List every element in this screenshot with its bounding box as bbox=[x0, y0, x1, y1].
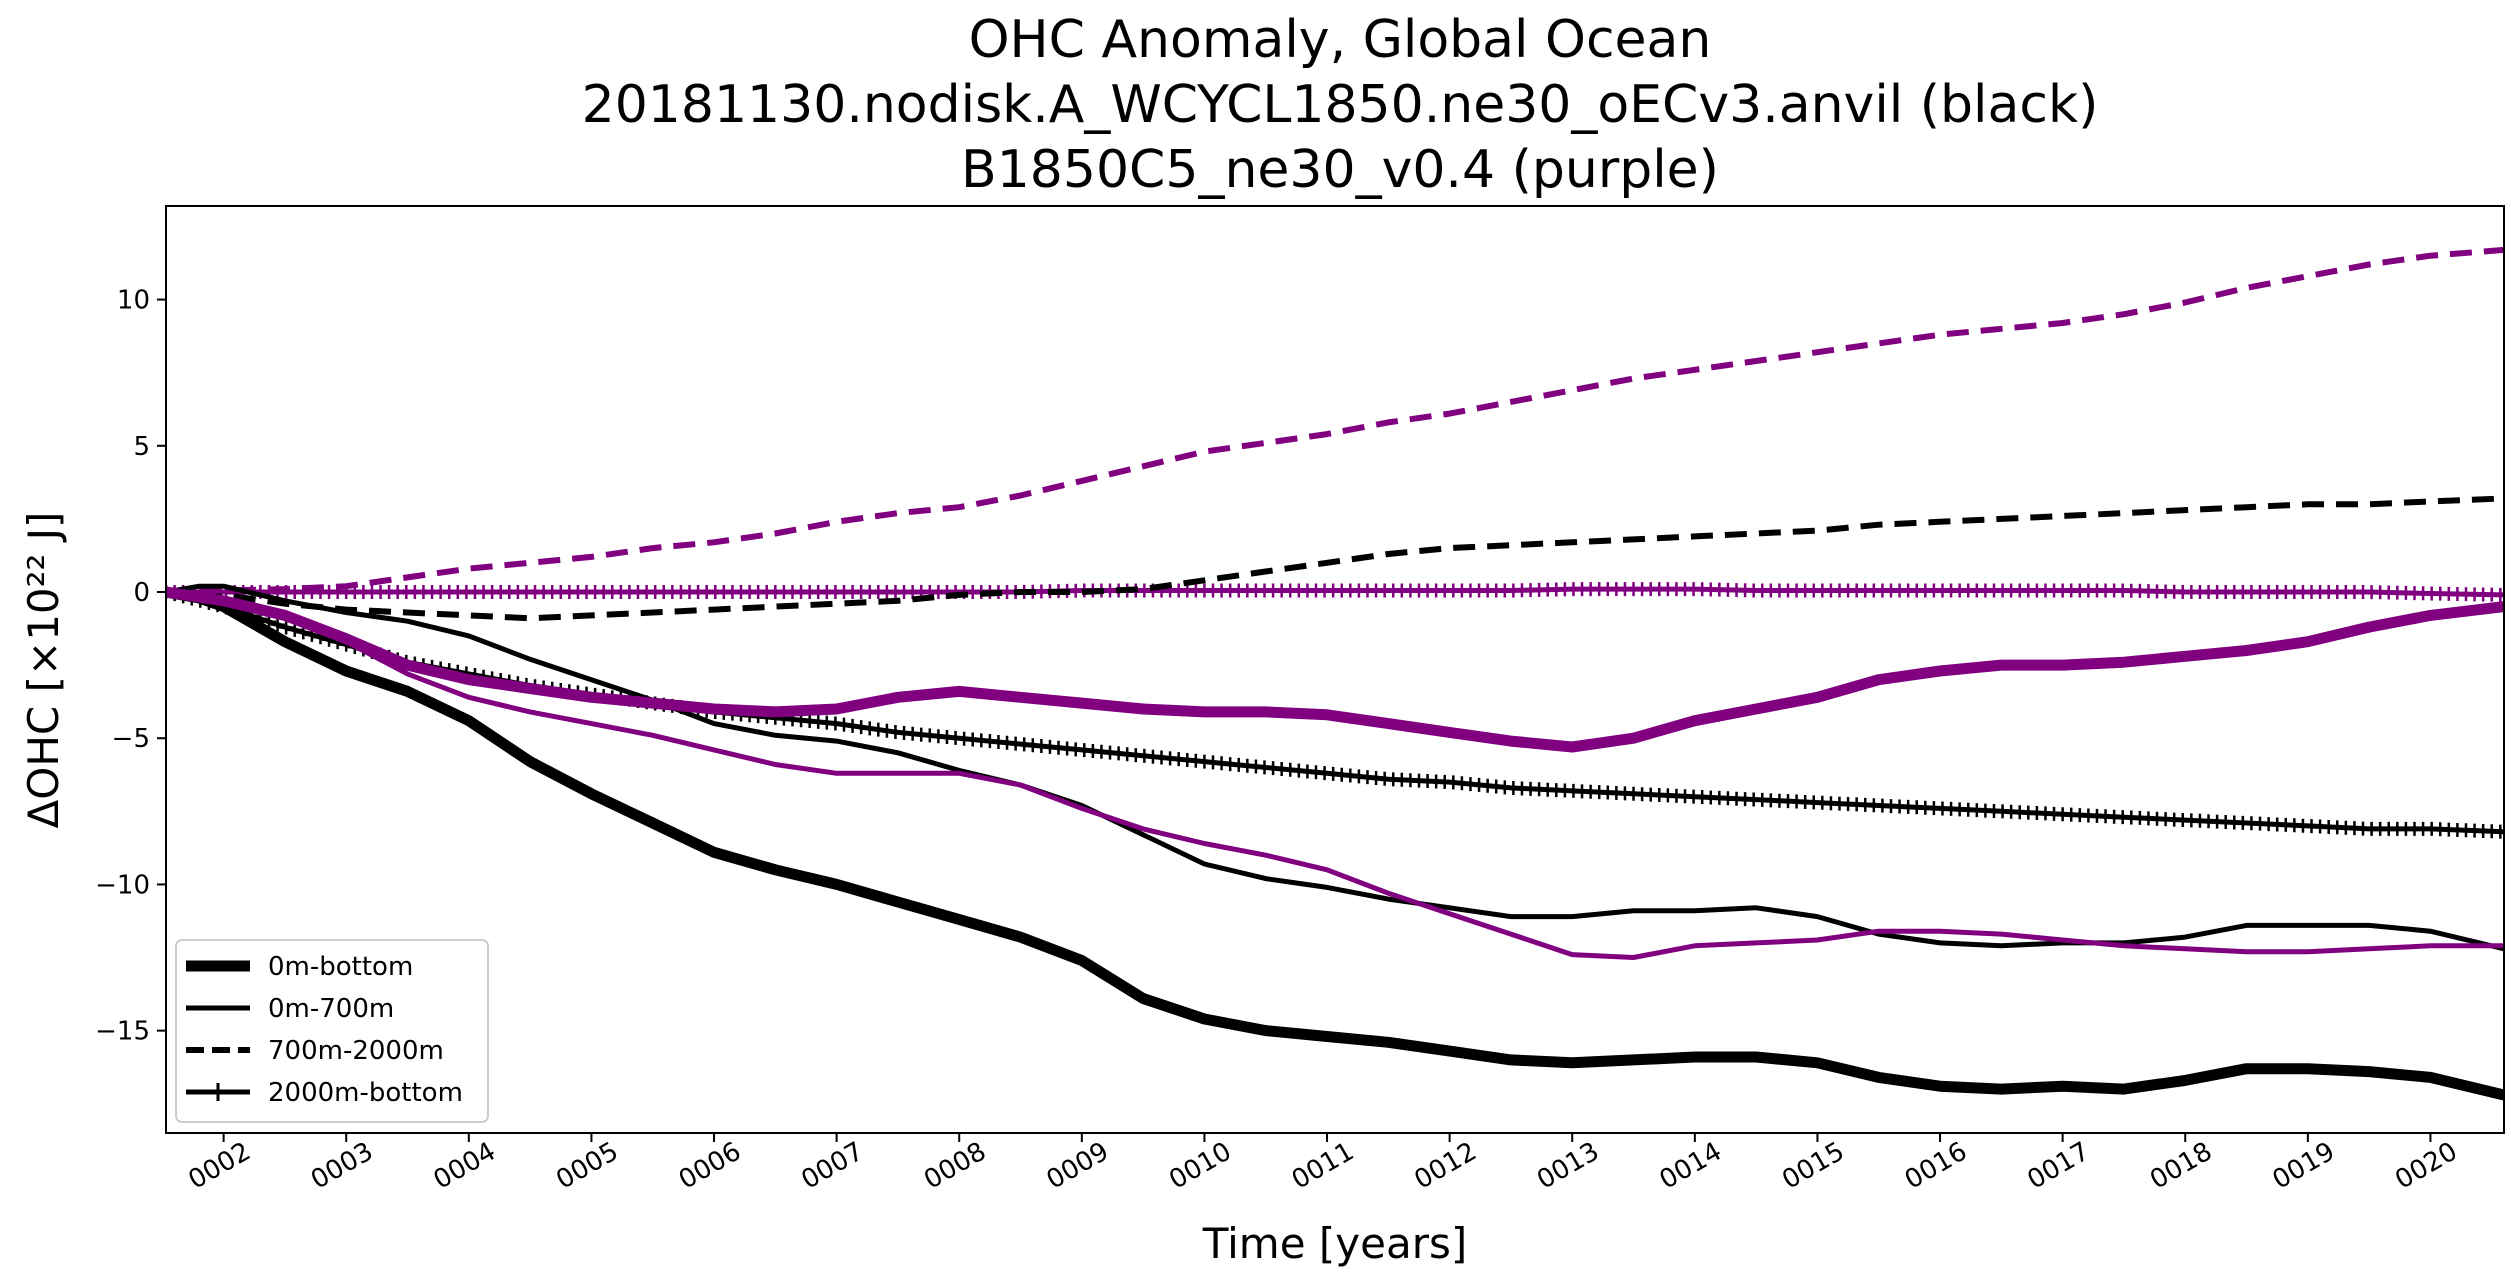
legend-box bbox=[175, 939, 489, 1123]
plot-area-frame bbox=[165, 205, 2505, 1134]
x-tick-label: 0002 bbox=[183, 1137, 255, 1196]
x-tick-label: 0018 bbox=[2145, 1137, 2217, 1196]
chart-title: OHC Anomaly, Global Ocean 20181130.nodis… bbox=[582, 10, 2099, 200]
x-tick-label: 0015 bbox=[1777, 1137, 1849, 1196]
series-line-black-dashed bbox=[166, 495, 2504, 622]
x-tick-label: 0009 bbox=[1042, 1137, 1114, 1196]
y-tick-label: 5 bbox=[133, 432, 150, 462]
legend-label: 0m-bottom bbox=[268, 952, 413, 982]
series-layer bbox=[166, 246, 2504, 1101]
x-tick-label: 0007 bbox=[796, 1137, 868, 1196]
series-line-black-solid bbox=[166, 583, 2504, 952]
x-tick-label: 0003 bbox=[306, 1137, 378, 1196]
x-tick-label: 0008 bbox=[919, 1137, 991, 1196]
plus-marker bbox=[270, 617, 285, 632]
legend-label: 0m-700m bbox=[268, 994, 394, 1024]
x-tick-label: 0014 bbox=[1655, 1137, 1727, 1196]
x-tick-label: 0013 bbox=[1532, 1137, 1604, 1196]
x-tick-label: 0006 bbox=[674, 1137, 746, 1196]
x-tick-label: 0010 bbox=[1164, 1137, 1236, 1196]
plus-marker bbox=[279, 620, 294, 635]
chart-title-line-3: B1850C5_ne30_v0.4 (purple) bbox=[961, 140, 1719, 200]
y-tick-label: −5 bbox=[112, 724, 150, 754]
legend-label: 700m-2000m bbox=[268, 1036, 444, 1066]
series-line-black-thick bbox=[166, 586, 2504, 1101]
x-axis: 0002 0003 0004 0005 0006 0007 0008 0009 0010 0011… bbox=[183, 1133, 2463, 1196]
plus-marker bbox=[287, 622, 302, 637]
chart-title-line-2: 20181130.nodisk.A_WCYCL1850.ne30_oECv3.a… bbox=[582, 75, 2099, 135]
y-tick-label: 0 bbox=[133, 578, 150, 608]
series-line-purple-thick bbox=[166, 586, 2504, 753]
legend-label: 2000m-bottom bbox=[268, 1078, 463, 1108]
x-tick-label: 0012 bbox=[1409, 1137, 1481, 1196]
plus-marker bbox=[2493, 587, 2504, 602]
series-line-purple-dashed bbox=[166, 246, 2504, 595]
y-tick-label: −10 bbox=[95, 870, 150, 900]
y-axis-label: ΔOHC [×10²² J] bbox=[19, 512, 68, 829]
chart-title-line-1: OHC Anomaly, Global Ocean bbox=[969, 10, 1712, 70]
x-tick-label: 0017 bbox=[2022, 1137, 2094, 1196]
series-markers-purple-plus bbox=[166, 582, 2504, 602]
series-line-purple-solid bbox=[166, 589, 2504, 960]
y-axis: 10 5 0 −5 −10 −15 bbox=[95, 286, 166, 1047]
x-axis-label: Time [years] bbox=[1202, 1219, 1468, 1268]
x-tick-label: 0004 bbox=[429, 1137, 501, 1196]
y-tick-label: 10 bbox=[117, 286, 150, 316]
x-tick-label: 0019 bbox=[2268, 1137, 2340, 1196]
x-tick-label: 0005 bbox=[551, 1137, 623, 1196]
y-tick-label: −15 bbox=[95, 1017, 150, 1047]
x-tick-label: 0016 bbox=[1900, 1137, 1972, 1196]
x-tick-label: 0020 bbox=[2390, 1137, 2462, 1196]
plus-marker bbox=[2493, 824, 2504, 839]
x-tick-label: 0011 bbox=[1287, 1137, 1359, 1196]
legend: 0m-bottom 0m-700m 700m-2000m 2000m-bottom bbox=[175, 939, 489, 1123]
